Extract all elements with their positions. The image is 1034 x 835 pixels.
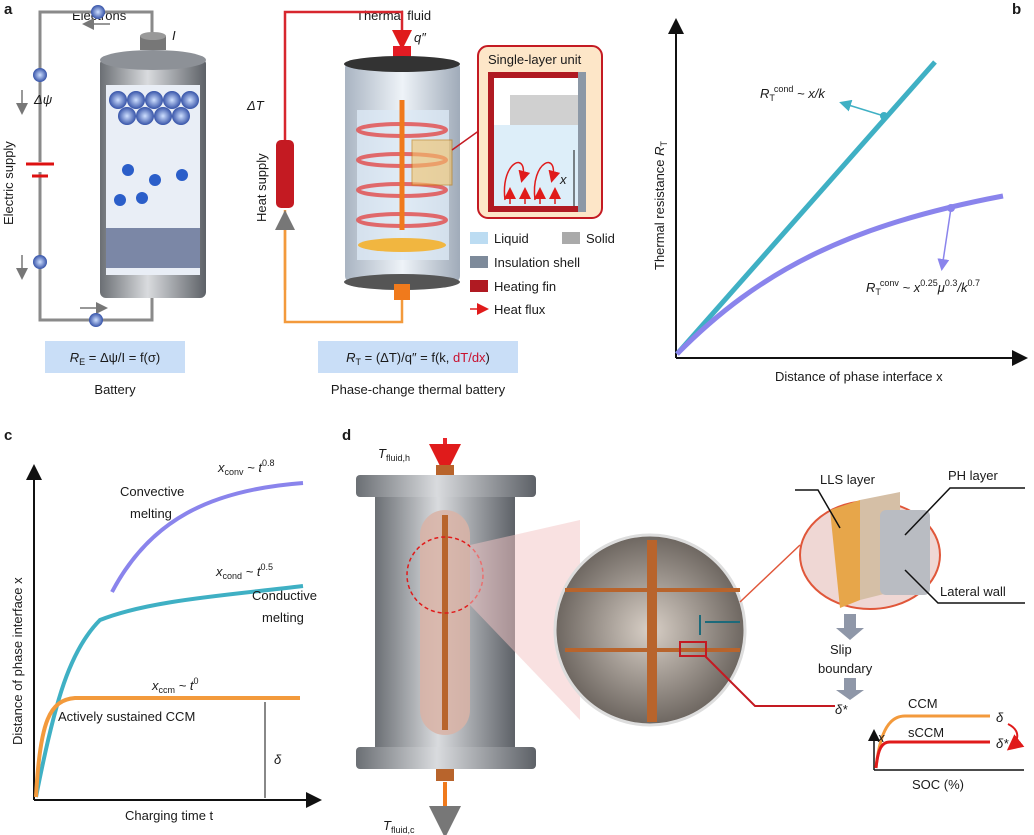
voltage-source-icon xyxy=(26,162,54,178)
legend: Liquid Solid Insulation shell Heating fi… xyxy=(470,231,615,317)
prototype-device-illustration: Tfluid,h Tfluid,c LLS layer PH layer Lat… xyxy=(356,438,1025,835)
electric-supply-label: Electric supply xyxy=(1,141,16,225)
cond-pointer xyxy=(839,99,885,117)
series-conv-line xyxy=(110,481,304,593)
x-axis-label: Charging time t xyxy=(125,808,214,823)
slip-boundary-label: Slip boundary xyxy=(818,642,873,676)
thermal-formula: RT = (ΔT)/q″ = f(k, dT/dx) xyxy=(346,350,490,367)
legend-insulation-swatch xyxy=(470,256,488,268)
hot-fluid-line xyxy=(283,10,412,140)
down-arrow-icon xyxy=(836,614,864,640)
y-axis-label: x xyxy=(877,730,885,745)
ccm-level-label: δ xyxy=(996,710,1004,725)
single-layer-unit-label: Single-layer unit xyxy=(488,52,582,67)
heat-supply-label: Heat supply xyxy=(254,153,269,222)
battery-formula: RE = Δψ/I = f(σ) xyxy=(70,350,161,367)
ph-layer-label: PH layer xyxy=(948,468,999,483)
series-conv-label: xconv ~ t0.8 xyxy=(217,458,274,477)
panel-label-a: a xyxy=(4,1,13,18)
single-layer-unit-inset: Single-layer unit x xyxy=(477,45,603,219)
series-cond-line xyxy=(34,584,304,798)
thermal-fluid-label: Thermal fluid xyxy=(356,8,431,23)
reduction-arrow xyxy=(1006,723,1025,751)
delta-t-label: ΔT xyxy=(246,98,265,113)
thermal-formula-box xyxy=(318,341,518,373)
legend-fin: Heating fin xyxy=(494,279,556,294)
chart-b: RTcond ~ x/k RTconv ~ x0.25μ0.3/k0.7 Dis… xyxy=(652,18,1028,384)
legend-solid: Solid xyxy=(586,231,615,246)
series-ccm-line xyxy=(34,696,300,798)
panel-label-d: d xyxy=(342,427,351,444)
zoom-connector xyxy=(451,129,481,151)
ccm-label: CCM xyxy=(908,696,938,711)
battery-formula-box xyxy=(45,341,185,373)
legend-fin-swatch xyxy=(470,280,488,292)
lateral-wall-label: Lateral wall xyxy=(940,584,1006,599)
thermal-caption: Phase-change thermal battery xyxy=(331,382,506,397)
sccm-label: sCCM xyxy=(908,725,944,740)
panel-label-c: c xyxy=(4,427,12,444)
x-axis-label: Distance of phase interface x xyxy=(775,369,943,384)
y-axis-label: Thermal resistance RT xyxy=(652,140,669,270)
current-label: I xyxy=(172,28,176,43)
series-conv-label: RTconv ~ x0.25μ0.3/k0.7 xyxy=(866,278,980,297)
cold-fluid-label: Tfluid,c xyxy=(383,818,415,835)
legend-flux: Heat flux xyxy=(494,302,546,317)
panel-label-b: b xyxy=(1012,1,1021,18)
delta-annotation: δ xyxy=(274,752,282,767)
heat-flux-symbol: q″ xyxy=(414,30,426,45)
series-cond-line xyxy=(675,60,937,356)
x-axis-label: SOC (%) xyxy=(912,777,964,792)
series-cond-label: xcond ~ t0.5 xyxy=(215,562,273,581)
sccm-level-label: δ* xyxy=(996,736,1009,751)
chart-d-inset: x CCM δ sCCM δ* SOC (%) xyxy=(868,696,1025,792)
convective-note: Convective melting xyxy=(120,484,184,521)
unit-x-label: x xyxy=(559,172,567,187)
lls-layer-label: LLS layer xyxy=(820,472,876,487)
bottom-flange xyxy=(356,747,536,769)
series-cond-label: RTcond ~ x/k xyxy=(760,84,826,103)
conductive-note: Conductive melting xyxy=(252,588,317,625)
heater-icon xyxy=(276,140,294,208)
thermal-battery-cylinder-icon xyxy=(344,46,460,300)
series-ccm-label: xccm ~ t0 xyxy=(151,676,198,695)
ccm-note: Actively sustained CCM xyxy=(58,709,195,724)
y-axis-label: Distance of phase interface x xyxy=(10,577,25,745)
legend-solid-swatch xyxy=(562,232,580,244)
battery-diagram: Electrons Δψ Electric supply I xyxy=(1,5,206,397)
series-sccm-line xyxy=(874,740,990,769)
series-conv-line xyxy=(675,193,1004,356)
delta-star-label: δ* xyxy=(835,702,848,717)
electron-icon xyxy=(33,5,105,327)
conv-pointer xyxy=(937,207,952,271)
legend-liquid-swatch xyxy=(470,232,488,244)
battery-cell-icon xyxy=(100,32,206,298)
hot-fluid-label: Tfluid,h xyxy=(378,446,410,463)
down-arrow-icon xyxy=(836,678,864,700)
chart-c: δ xconv ~ t0.8 Convective melting xcond ~… xyxy=(10,458,322,823)
battery-caption: Battery xyxy=(94,382,136,397)
top-flange xyxy=(356,475,536,497)
legend-insulation: Insulation shell xyxy=(494,255,580,270)
thermal-battery-diagram: Thermal fluid ΔT Heat supply q″ Single-l… xyxy=(246,8,615,397)
potential-label: Δψ xyxy=(33,92,53,107)
legend-liquid: Liquid xyxy=(494,231,529,246)
